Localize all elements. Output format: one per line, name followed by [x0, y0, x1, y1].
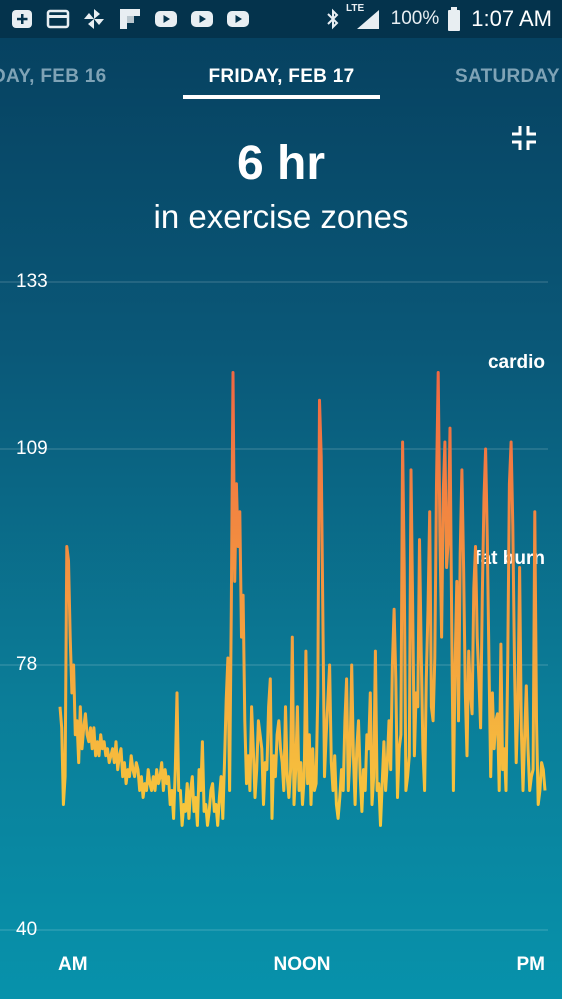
- zone-label: cardio: [488, 352, 545, 373]
- exercise-duration: 6 hr: [236, 137, 326, 190]
- x-tick-label: NOON: [274, 954, 331, 975]
- status-bar: LTE 100% 1:07 AM: [0, 0, 562, 38]
- y-tick-label: 78: [16, 654, 37, 675]
- battery-icon: [447, 7, 461, 31]
- previous-day-tab[interactable]: DAY, FEB 16: [0, 66, 107, 87]
- bluetooth-icon: [321, 8, 345, 30]
- notification-icons: [10, 8, 250, 30]
- youtube-icon: [226, 8, 250, 30]
- youtube-icon: [154, 8, 178, 30]
- pinwheel-icon: [82, 8, 106, 30]
- collapse-view-button[interactable]: [510, 124, 538, 152]
- signal-lte-icon: [353, 8, 383, 30]
- exercise-duration-label: in exercise zones: [153, 198, 409, 235]
- x-tick-label: PM: [517, 954, 546, 975]
- youtube-icon: [190, 8, 214, 30]
- clock: 1:07 AM: [471, 6, 552, 31]
- heart-rate-series-line: [58, 371, 547, 827]
- flipboard-icon: [118, 8, 142, 30]
- y-tick-label: 133: [16, 271, 48, 292]
- card-icon: [46, 8, 70, 30]
- collapse-icon: [512, 126, 536, 150]
- network-type-label: LTE: [346, 3, 365, 14]
- x-tick-label: AM: [58, 954, 88, 975]
- date-navigation: DAY, FEB 16 FRIDAY, FEB 17 SATURDAY: [0, 38, 562, 102]
- y-tick-label: 40: [16, 919, 37, 940]
- current-day-tab[interactable]: FRIDAY, FEB 17: [208, 66, 355, 87]
- battery-percent: 100%: [390, 8, 440, 29]
- add-box-icon: [10, 8, 34, 30]
- next-day-tab[interactable]: SATURDAY: [455, 66, 560, 87]
- y-tick-label: 109: [16, 438, 48, 459]
- system-icons: LTE 100% 1:07 AM: [321, 3, 552, 32]
- current-day-indicator: [183, 95, 380, 99]
